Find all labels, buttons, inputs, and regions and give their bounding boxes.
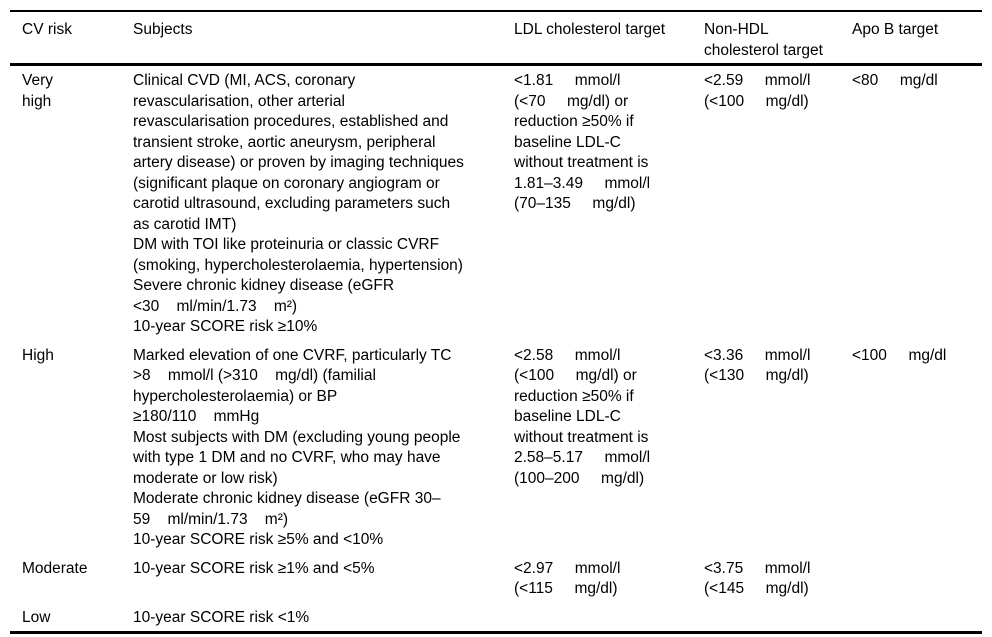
cell-nonhdl-target: <2.59 mmol/l (<100 mg/dl) — [704, 72, 811, 110]
table-row-very-high: Very high Clinical CVD (MI, ACS, coronar… — [10, 65, 982, 341]
cell-subjects: Clinical CVD (MI, ACS, coronary revascul… — [133, 72, 464, 335]
cell-subjects: 10-year SCORE risk ≥1% and <5% — [133, 559, 375, 577]
cell-risk-level: Low — [22, 608, 51, 626]
table-header: CV risk Subjects LDL cholesterol target … — [10, 11, 982, 66]
cell-nonhdl-target: <3.36 mmol/l (<130 mg/dl) — [704, 346, 811, 385]
table-row-low: Low 10-year SCORE risk <1% — [10, 603, 982, 633]
cell-ldl-target — [514, 603, 704, 633]
cell-apob-target: <100 mg/dl — [852, 346, 947, 364]
cell-apob-target — [852, 603, 982, 633]
cell-nonhdl-target: <3.75 mmol/l (<145 mg/dl) — [704, 559, 811, 598]
header-row: CV risk Subjects LDL cholesterol target … — [10, 11, 982, 66]
cell-ldl-target: <2.58 mmol/l (<100 mg/dl) or reduction ≥… — [514, 346, 651, 487]
table-row-moderate: Moderate 10-year SCORE risk ≥1% and <5% … — [10, 554, 982, 603]
table-body: Very high Clinical CVD (MI, ACS, coronar… — [10, 65, 982, 633]
cv-risk-table-container: CV risk Subjects LDL cholesterol target … — [10, 10, 982, 634]
cell-apob-target: <80 mg/dl — [852, 72, 938, 89]
cell-subjects: 10-year SCORE risk <1% — [133, 608, 310, 626]
column-header-ldl-target: LDL cholesterol target — [514, 11, 704, 66]
column-header-cv-risk: CV risk — [10, 11, 133, 66]
column-header-subjects: Subjects — [133, 11, 514, 66]
cell-risk-level: High — [22, 346, 54, 364]
cell-ldl-target: <2.97 mmol/l (<115 mg/dl) — [514, 559, 621, 598]
table-row-high: High Marked elevation of one CVRF, parti… — [10, 341, 982, 554]
cv-risk-table: CV risk Subjects LDL cholesterol target … — [10, 10, 982, 634]
column-header-nonhdl-target: Non-HDL cholesterol target — [704, 11, 852, 66]
cell-risk-level: Moderate — [22, 559, 88, 577]
column-header-apob-target: Apo B target — [852, 11, 982, 66]
cell-risk-level: Very high — [22, 72, 54, 110]
cell-apob-target — [852, 554, 982, 603]
cell-nonhdl-target — [704, 603, 852, 633]
cell-subjects: Marked elevation of one CVRF, particular… — [133, 346, 461, 549]
cell-ldl-target: <1.81 mmol/l (<70 mg/dl) or reduction ≥5… — [514, 72, 651, 212]
